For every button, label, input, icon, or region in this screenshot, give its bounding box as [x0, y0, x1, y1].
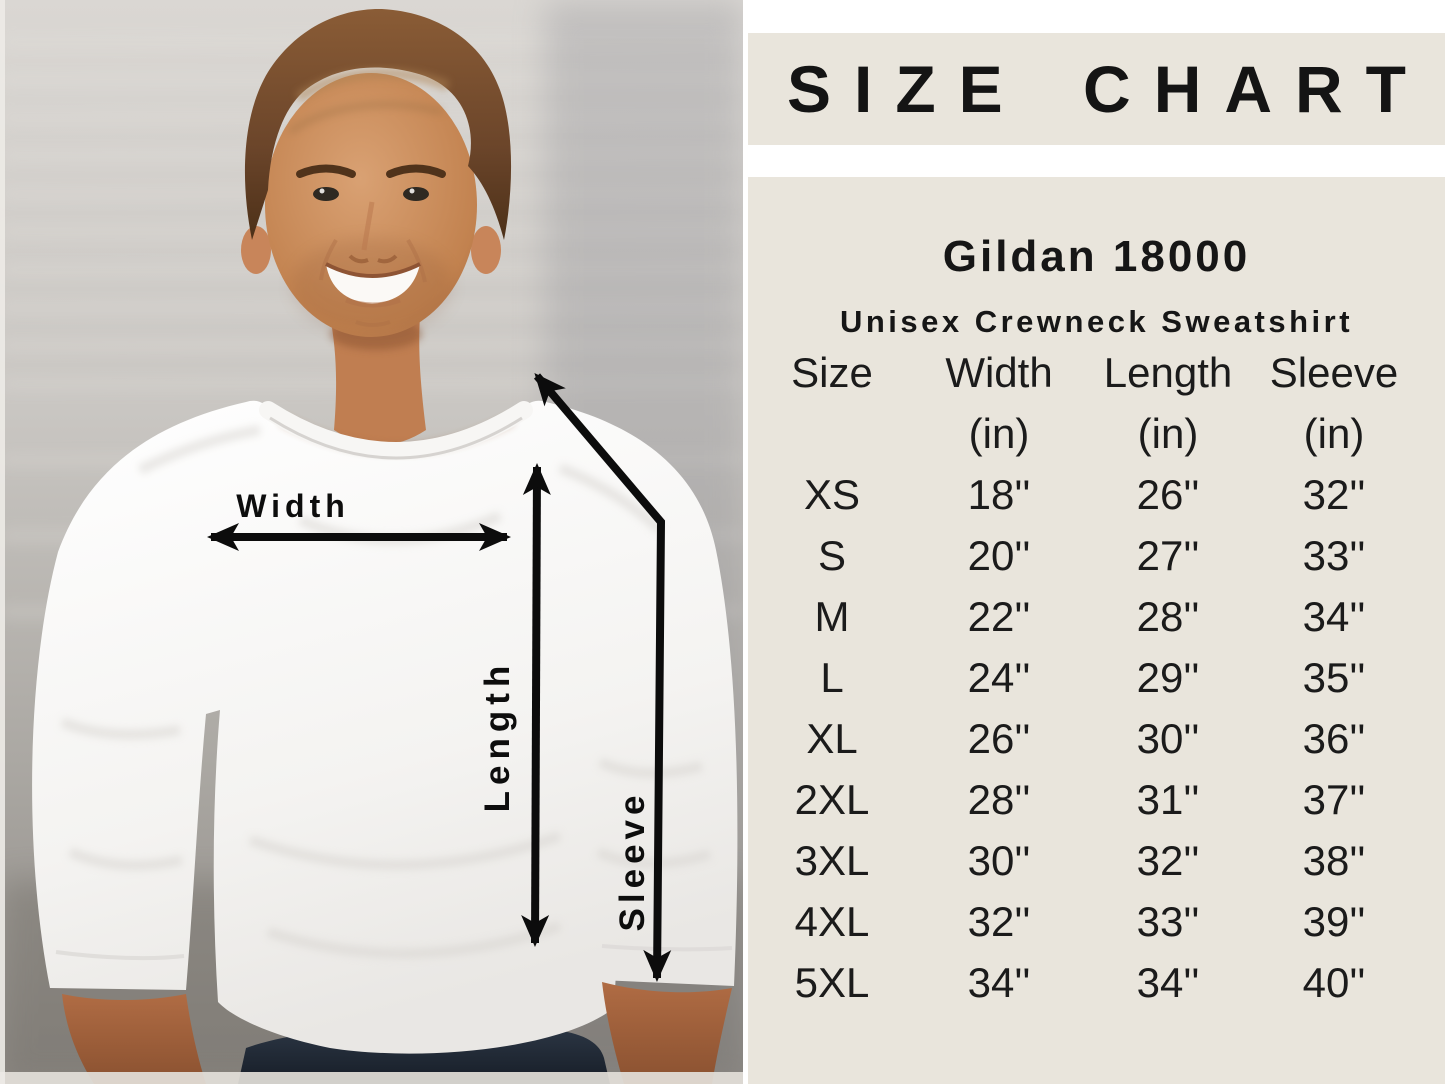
column-header: Width — [945, 348, 1053, 396]
column-header: Sleeve — [1269, 348, 1399, 396]
lower-lip — [345, 297, 401, 308]
table-cell: 26'' — [967, 714, 1031, 762]
size-chart-content: Gildan 18000 Unisex Crewneck Sweatshirt … — [748, 177, 1445, 1084]
table-cell: 28'' — [967, 775, 1031, 823]
sleeve-arrow — [533, 372, 672, 982]
units-header — [748, 403, 916, 464]
table-cell: 22'' — [967, 592, 1031, 640]
table-cell: 30'' — [967, 836, 1031, 884]
page-title: SIZE CHART — [787, 52, 1429, 126]
column-header: Length — [1103, 348, 1233, 396]
eyebrow-right — [386, 164, 446, 178]
table-cell: 5XL — [794, 958, 870, 1006]
column-header: Size — [791, 348, 873, 396]
smile-line-left — [319, 238, 338, 281]
table-cell: 35'' — [1302, 653, 1366, 701]
table-cell: 40'' — [1302, 958, 1366, 1006]
table-cell: 2XL — [794, 775, 870, 823]
table-cell: 27'' — [1136, 531, 1200, 579]
table-cell: 26'' — [1136, 470, 1200, 518]
forearm-left — [62, 994, 206, 1084]
table-cell: 34'' — [1136, 958, 1200, 1006]
model-photo-illustration — [0, 0, 743, 1084]
table-cell: 30'' — [1136, 714, 1200, 762]
table-cell: 37'' — [1302, 775, 1366, 823]
table-cell: 34'' — [1302, 592, 1366, 640]
nose — [361, 201, 375, 251]
eye-right — [403, 187, 429, 201]
sweatshirt — [32, 400, 738, 1054]
table-cell: L — [820, 653, 844, 701]
length-arrow — [521, 463, 551, 947]
table-cell: 33'' — [1302, 531, 1366, 579]
table-cell: 31'' — [1136, 775, 1200, 823]
table-cell: M — [814, 592, 850, 640]
table-cell: 29'' — [1136, 653, 1200, 701]
product-name: Unisex Crewneck Sweatshirt — [839, 304, 1354, 339]
product-model: Gildan 18000 — [942, 232, 1251, 281]
title-band: SIZE CHART — [748, 33, 1445, 145]
table-cell: 32'' — [1302, 470, 1366, 518]
upper-lip — [325, 262, 421, 278]
model-photo: Width Length Sleeve — [0, 0, 743, 1084]
size-table: Size Width Length Sleeve (in) (in) (in) XS 18'' 2… — [748, 342, 1414, 1013]
units-header: (in) — [968, 409, 1030, 457]
table-cell: S — [817, 531, 846, 579]
table-cell: 36'' — [1302, 714, 1366, 762]
table-cell: 28'' — [1136, 592, 1200, 640]
hair-highlight — [295, 68, 450, 103]
ear-left — [241, 226, 271, 274]
ear-right — [471, 226, 501, 274]
table-cell: 24'' — [967, 653, 1031, 701]
table-cell: 32'' — [1136, 836, 1200, 884]
table-cell: 33'' — [1136, 897, 1200, 945]
table-cell: 3XL — [794, 836, 870, 884]
table-cell: 4XL — [794, 897, 870, 945]
eyebrow-left — [296, 164, 356, 178]
table-cell: XS — [803, 470, 861, 518]
eye-left — [313, 187, 339, 201]
table-cell: 32'' — [967, 897, 1031, 945]
table-cell: 34'' — [967, 958, 1031, 1006]
collar — [259, 401, 533, 460]
model-head — [241, 8, 512, 445]
measurement-arrows — [207, 372, 672, 982]
table-cell: XL — [806, 714, 858, 762]
forearm-right — [602, 982, 732, 1084]
size-chart-panel: SIZE CHART Gildan 18000 Unisex Crewneck … — [743, 0, 1445, 1084]
smile-line-right — [406, 238, 427, 283]
table-cell: 39'' — [1302, 897, 1366, 945]
table-cell: 18'' — [967, 470, 1031, 518]
units-header: (in) — [1303, 409, 1365, 457]
units-header: (in) — [1137, 409, 1199, 457]
table-cell: 20'' — [967, 531, 1031, 579]
table-cell: 38'' — [1302, 836, 1366, 884]
hair — [244, 8, 512, 240]
hair-highlight — [288, 101, 443, 135]
